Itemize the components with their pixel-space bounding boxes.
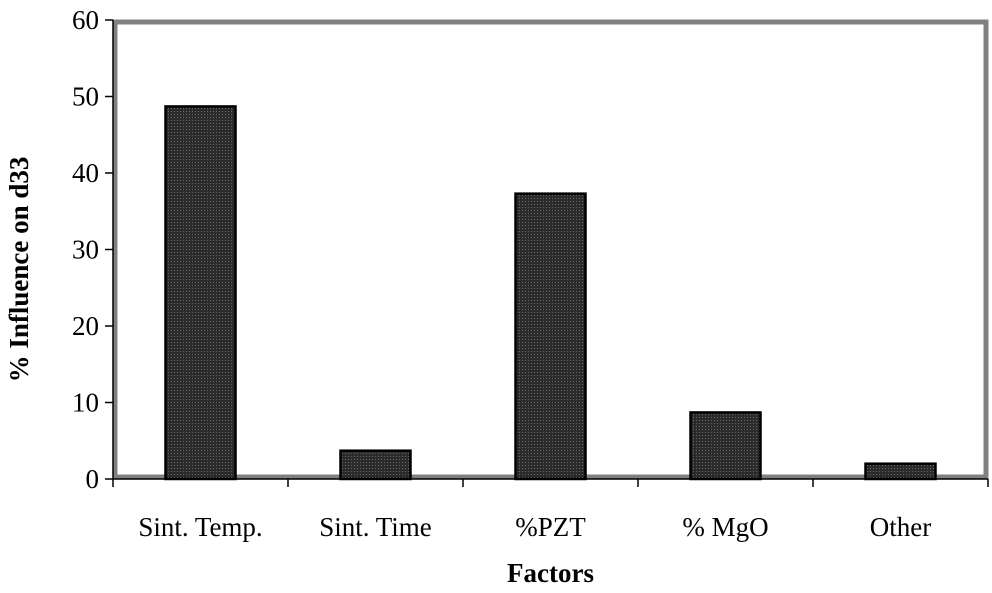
bar-1 bbox=[339, 449, 412, 481]
y-tick-label: 60 bbox=[72, 5, 99, 35]
x-tick-label: %PZT bbox=[515, 512, 586, 542]
y-tick-label: 10 bbox=[72, 388, 99, 418]
bars-group bbox=[164, 105, 937, 481]
bar-4 bbox=[864, 462, 937, 481]
x-tick-label: Sint. Time bbox=[319, 512, 432, 542]
bar-3 bbox=[689, 411, 762, 481]
y-tick-label: 20 bbox=[72, 311, 99, 341]
x-axis-title: Factors bbox=[507, 558, 594, 588]
y-tick-label: 0 bbox=[86, 464, 100, 494]
y-tick-label: 40 bbox=[72, 158, 99, 188]
x-tick-label: % MgO bbox=[682, 512, 768, 542]
ticks-group: 0 10 20 30 40 50 60 Sint. Temp. Sint. Time %PZT % … bbox=[72, 5, 989, 542]
bar-2 bbox=[514, 192, 587, 481]
y-axis-title: % Influence on d33 bbox=[4, 157, 34, 383]
x-tick-label: Other bbox=[870, 512, 931, 542]
y-tick-label: 30 bbox=[72, 235, 99, 265]
bar-0 bbox=[164, 105, 237, 481]
x-tick-label: Sint. Temp. bbox=[138, 512, 262, 542]
y-tick-label: 50 bbox=[72, 82, 99, 112]
